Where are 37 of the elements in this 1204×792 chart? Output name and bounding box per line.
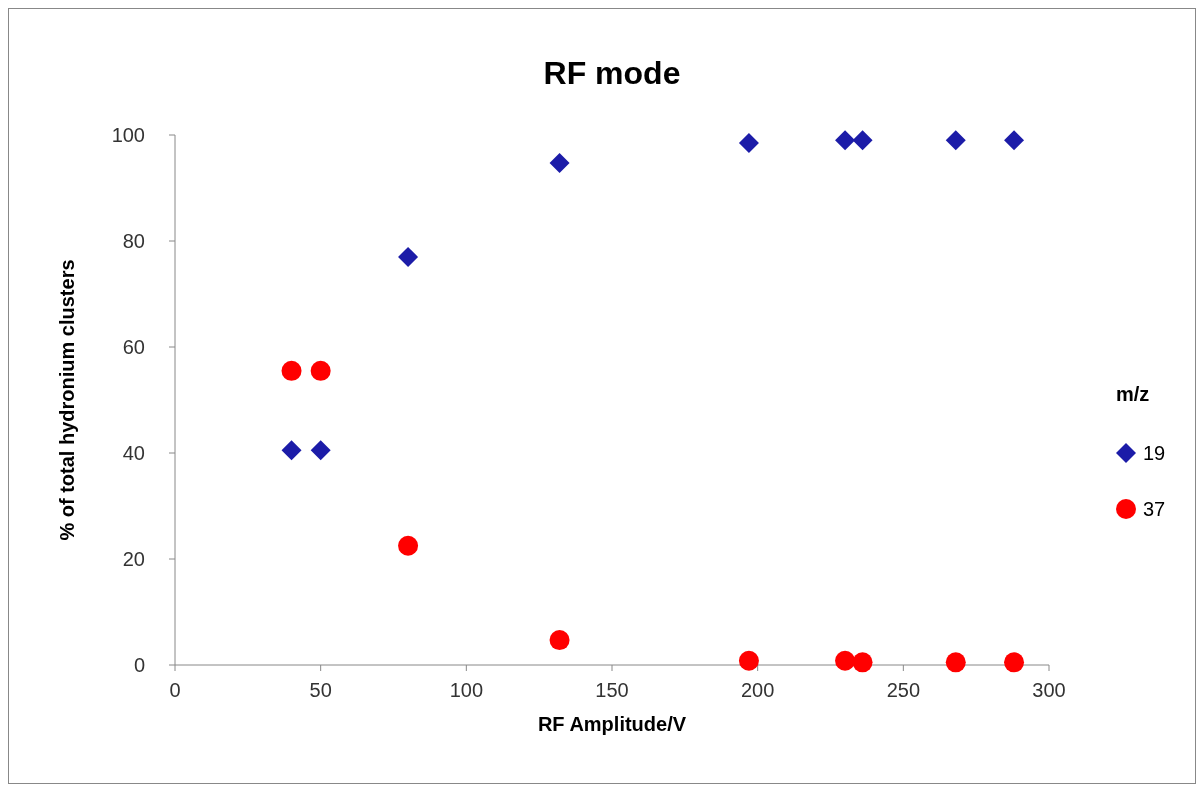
point <box>549 153 570 174</box>
x-tick-label: 200 <box>740 679 775 701</box>
y-tick-label: 80 <box>122 230 145 252</box>
x-tick-label: 50 <box>309 679 332 701</box>
point <box>945 652 966 673</box>
point <box>835 650 856 671</box>
point <box>738 132 759 153</box>
point <box>738 650 759 671</box>
y-tick-label: 40 <box>122 442 145 464</box>
point <box>835 130 856 151</box>
point <box>1004 130 1025 151</box>
x-tick-label: 250 <box>886 679 921 701</box>
y-axis-title: % of total hydronium clusters <box>56 259 78 541</box>
point <box>281 440 302 461</box>
y-tick-label: 100 <box>111 124 145 146</box>
legend-label: 37 <box>1143 498 1166 520</box>
x-tick-label: 300 <box>1032 679 1066 701</box>
legend-label: 19 <box>1143 442 1166 464</box>
point <box>549 630 570 651</box>
chart-title: RF mode <box>543 55 681 91</box>
y-tick-label: 20 <box>122 548 145 570</box>
x-tick-label: 150 <box>595 679 629 701</box>
point <box>1004 652 1025 673</box>
legend-title: m/z <box>1116 383 1150 405</box>
point <box>852 652 873 673</box>
point <box>945 130 966 151</box>
y-tick-label: 0 <box>133 654 145 676</box>
y-tick-label: 60 <box>122 336 145 358</box>
point <box>398 535 419 556</box>
point <box>310 440 331 461</box>
x-tick-label: 0 <box>169 679 181 701</box>
x-axis-title: RF Amplitude/V <box>537 713 687 735</box>
x-tick-label: 100 <box>449 679 484 701</box>
point <box>281 360 302 381</box>
point <box>852 130 873 151</box>
point <box>310 360 331 381</box>
point <box>398 246 419 267</box>
